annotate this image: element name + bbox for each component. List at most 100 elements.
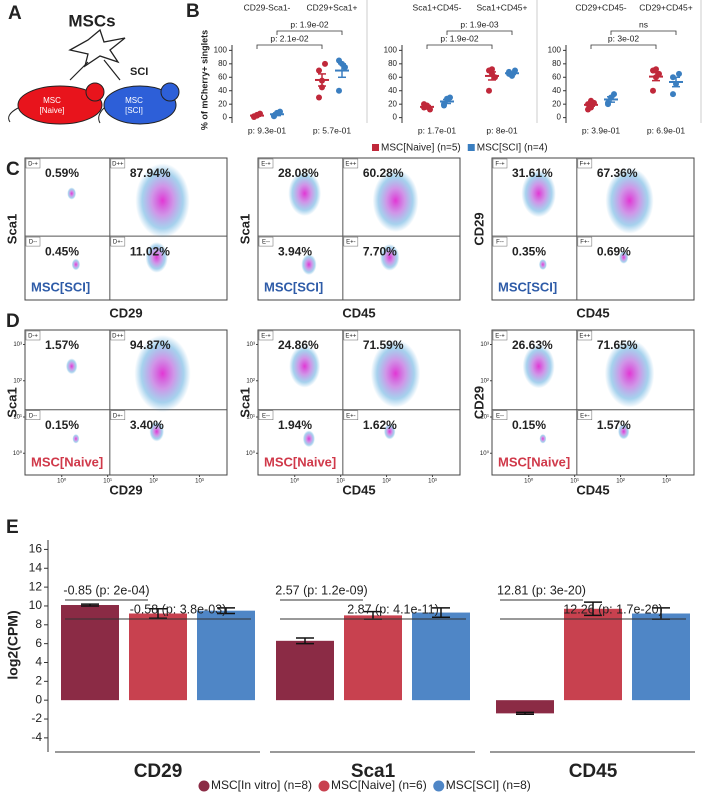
y-axis-label: CD29 — [471, 212, 486, 245]
quadrant-percent: 71.59% — [363, 338, 404, 352]
gate-box — [258, 330, 274, 341]
y-tick-label: 10³ — [246, 342, 255, 348]
cell-density — [521, 169, 556, 218]
point — [316, 94, 322, 101]
gate-box — [110, 158, 126, 169]
quadrant-percent: 1.57% — [597, 418, 631, 432]
gate-label: E-- — [262, 413, 270, 419]
x-axis-label: CD29 — [109, 482, 142, 497]
y-tick-label: 20 — [388, 99, 397, 108]
annotation: 12.26 (p: 1.7e-20) — [563, 602, 662, 616]
quadrant-percent: 60.28% — [363, 166, 404, 180]
bar — [496, 700, 554, 714]
bracket-label: p: 1.9e-02 — [440, 33, 479, 43]
x-tick-label: 10⁰ — [57, 478, 67, 485]
quadrant-percent: 0.35% — [512, 244, 546, 258]
point — [650, 87, 656, 94]
gate-label: E++ — [579, 334, 591, 340]
x-tick-label: 10³ — [195, 479, 204, 485]
quadrant-percent: 24.86% — [278, 338, 319, 352]
arrow — [69, 61, 89, 81]
quadrant-percent: 1.62% — [363, 418, 397, 432]
x-axis-label: CD45 — [576, 482, 609, 497]
category-header: Sca1+CD45- — [413, 2, 462, 12]
legend-label: MSC[Naive] (n=5) — [381, 143, 461, 154]
cell-density — [65, 358, 78, 375]
bracket — [610, 30, 677, 35]
y-axis-label: Sca1 — [4, 214, 19, 244]
y-tick-label: 100 — [384, 45, 398, 54]
gate-label: E-+ — [495, 334, 505, 340]
tag: MSC[SCI] — [498, 279, 557, 294]
y-tick-label: 0 — [223, 113, 228, 122]
category-header: CD29+CD45- — [575, 2, 626, 12]
cell-density — [72, 434, 80, 444]
x-tick-label: 10³ — [428, 479, 437, 485]
y-tick-label: -2 — [31, 711, 42, 725]
x-axis-label: CD45 — [576, 305, 609, 320]
bar — [344, 615, 402, 701]
gate-label: D+- — [113, 240, 123, 246]
tag: MSC[SCI] — [264, 279, 323, 294]
annotation: 2.87 (p: 4.1e-11) — [347, 602, 439, 616]
cell-density — [145, 242, 168, 273]
point — [653, 66, 659, 73]
y-tick-label: 10⁰ — [13, 450, 23, 457]
tag: MSC[Naive] — [498, 454, 570, 469]
gate-box — [492, 410, 508, 420]
quadrant-percent: 1.94% — [278, 418, 312, 432]
x-tick-label: 10⁰ — [290, 478, 300, 485]
gate-box — [577, 330, 593, 341]
gate-box — [258, 158, 274, 169]
gate-label: D-+ — [28, 162, 38, 168]
gate-box — [258, 410, 274, 420]
y-tick-label: 10¹ — [480, 415, 489, 421]
p-value: p: 9.3e-01 — [248, 125, 287, 135]
bar — [632, 613, 690, 701]
gate-box — [25, 330, 41, 341]
y-tick-label: 14 — [29, 560, 43, 574]
point — [611, 91, 617, 98]
panel-label: E — [6, 517, 19, 538]
cell-density — [301, 253, 317, 276]
y-axis-label: % of mCherry+ singlets — [199, 30, 209, 130]
quadrant-percent: 28.08% — [278, 166, 319, 180]
gate-box — [492, 158, 508, 169]
quadrant-percent: 0.59% — [45, 166, 79, 180]
gate-box — [492, 330, 508, 341]
cell-density — [383, 423, 396, 440]
quadrant-percent: 1.57% — [45, 338, 79, 352]
x-tick-label: CD29 — [134, 761, 183, 782]
legend-marker — [318, 780, 330, 792]
cell-density — [617, 423, 630, 440]
gate-label: D+- — [113, 413, 123, 419]
gate-box — [577, 410, 593, 420]
cell-density — [370, 339, 421, 408]
tag: MSC[Naive] — [264, 454, 336, 469]
gate-label: F-- — [496, 240, 504, 246]
mouse-label: [Naive] — [40, 106, 65, 115]
gate-box — [343, 330, 359, 341]
bar — [412, 612, 470, 701]
quadrant-percent: 26.63% — [512, 338, 553, 352]
annotation: 12.81 (p: 3e-20) — [497, 583, 586, 597]
mouse-label: MSC — [125, 96, 143, 105]
cell-density — [619, 251, 629, 264]
y-tick-label: 20 — [552, 99, 561, 108]
plot-frame — [257, 329, 461, 476]
gate-box — [343, 236, 359, 247]
y-tick-label: 80 — [552, 59, 561, 68]
gate-box — [25, 158, 41, 169]
point — [336, 87, 342, 94]
cell-density — [605, 167, 654, 234]
gate-box — [25, 410, 41, 420]
legend-marker — [198, 780, 210, 792]
y-tick-label: 20 — [218, 99, 227, 108]
y-tick-label: 6 — [35, 636, 42, 650]
y-tick-label: 4 — [35, 655, 42, 669]
quadrant-percent: 0.45% — [45, 244, 79, 258]
p-value: p: 8e-01 — [486, 125, 517, 135]
gate-box — [110, 236, 126, 247]
bracket-label: ns — [639, 19, 648, 29]
gate-label: F++ — [579, 162, 590, 168]
